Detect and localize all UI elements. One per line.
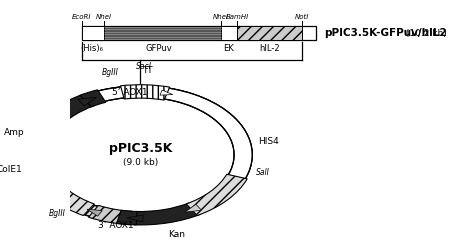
Text: 3’ AOX1: 3’ AOX1 — [98, 221, 134, 230]
Wedge shape — [134, 203, 201, 225]
Bar — [237, 26, 302, 40]
Bar — [221, 26, 237, 40]
Text: GFPuv: GFPuv — [145, 44, 172, 53]
Text: SalI: SalI — [256, 168, 270, 177]
Wedge shape — [28, 86, 150, 223]
Wedge shape — [186, 174, 247, 216]
Text: pPIC3.5K-GFPuv/hIL2: pPIC3.5K-GFPuv/hIL2 — [324, 28, 447, 38]
Text: pPIC3.5K: pPIC3.5K — [109, 142, 172, 155]
Text: (His)₆: (His)₆ — [80, 44, 103, 53]
Wedge shape — [28, 92, 100, 217]
Text: NotI: NotI — [294, 14, 309, 20]
Text: TT: TT — [142, 66, 152, 75]
Polygon shape — [160, 90, 173, 95]
Text: SacI: SacI — [137, 62, 152, 71]
Wedge shape — [117, 210, 137, 225]
Text: NheI: NheI — [213, 14, 229, 20]
Bar — [82, 26, 104, 40]
Text: hIL-2: hIL-2 — [259, 44, 280, 53]
Text: Amp: Amp — [4, 128, 24, 137]
Bar — [104, 26, 221, 40]
Text: BgIII: BgIII — [49, 210, 65, 218]
Wedge shape — [120, 85, 170, 100]
Text: BamHI: BamHI — [226, 14, 249, 20]
Text: HIS4: HIS4 — [258, 137, 279, 146]
Text: ColE1: ColE1 — [0, 165, 22, 174]
Polygon shape — [185, 204, 201, 212]
Text: (9.0 kb): (9.0 kb) — [123, 158, 158, 167]
Text: EcoRI: EcoRI — [72, 14, 91, 20]
Text: NheI: NheI — [96, 14, 112, 20]
Wedge shape — [28, 86, 252, 221]
Polygon shape — [78, 97, 97, 106]
Text: 5’ AOX1: 5’ AOX1 — [112, 88, 148, 97]
Text: (10.2 kb): (10.2 kb) — [402, 28, 447, 38]
Wedge shape — [80, 90, 106, 107]
Bar — [82, 26, 316, 40]
Wedge shape — [37, 94, 94, 131]
Wedge shape — [89, 205, 132, 225]
Polygon shape — [127, 215, 143, 222]
Text: BgIII: BgIII — [101, 68, 118, 77]
Wedge shape — [27, 131, 94, 216]
Text: EK: EK — [223, 44, 234, 53]
Polygon shape — [35, 128, 46, 140]
Text: Kan: Kan — [168, 230, 185, 239]
Polygon shape — [87, 209, 102, 216]
Wedge shape — [148, 86, 252, 222]
